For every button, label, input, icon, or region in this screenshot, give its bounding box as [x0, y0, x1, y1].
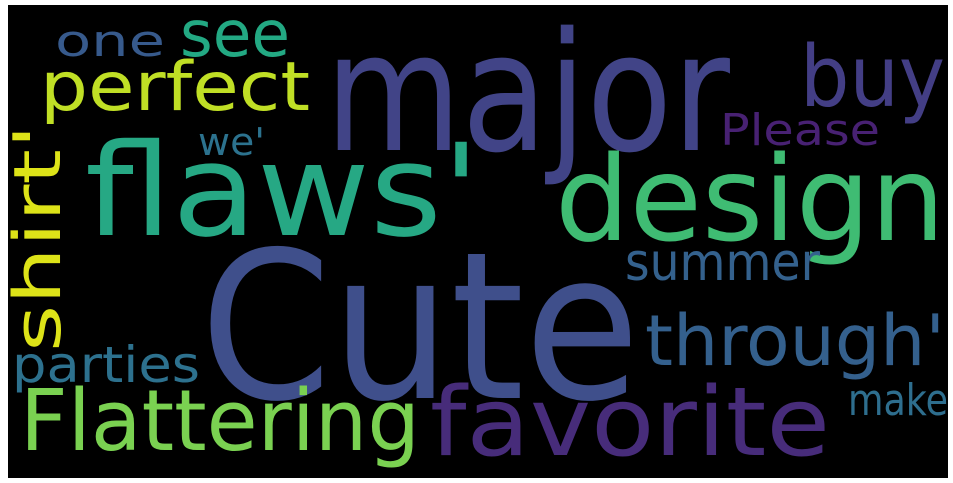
word: major — [325, 0, 730, 189]
word: design — [555, 130, 945, 268]
background — [8, 5, 948, 478]
word: Flattering — [20, 372, 420, 471]
word: summer — [625, 233, 821, 293]
word: perfect — [40, 48, 310, 127]
word: one — [55, 16, 165, 67]
word: make — [848, 375, 948, 426]
word: favorite — [430, 368, 830, 478]
word: Please — [720, 105, 880, 156]
word: see — [180, 0, 290, 72]
word: shirt' — [1, 124, 76, 352]
word: we' — [198, 120, 265, 164]
word: buy — [800, 28, 945, 127]
word: parties — [12, 336, 200, 394]
word: flaws' — [85, 117, 480, 266]
word: Cute — [200, 209, 640, 447]
word: through' — [645, 300, 945, 382]
